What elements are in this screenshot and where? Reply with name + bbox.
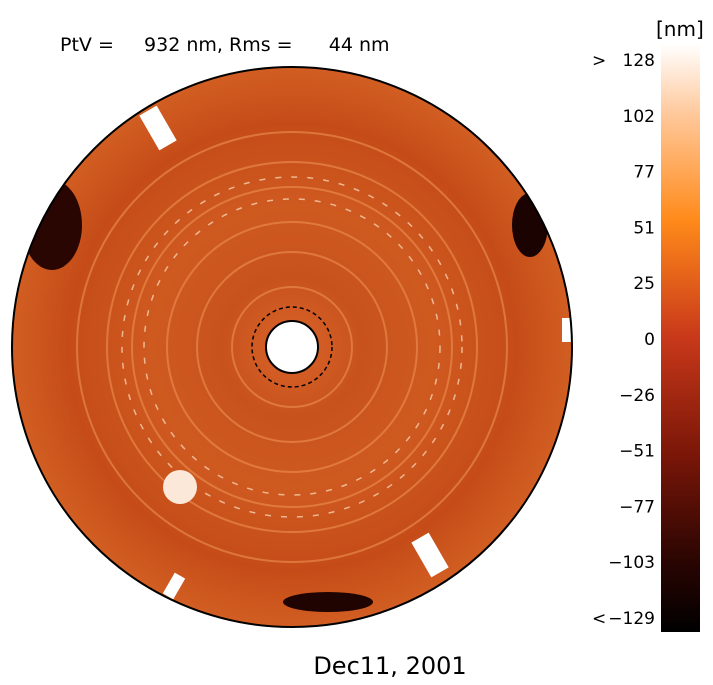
colorbar	[661, 44, 700, 632]
tick-label: −103	[608, 553, 655, 573]
tick-label: −51	[619, 442, 655, 462]
disk-outline	[11, 66, 573, 628]
tick-label: 0	[644, 330, 655, 350]
upper-marker: >	[592, 51, 606, 71]
tick-label: −77	[619, 497, 655, 517]
tick-label: 77	[633, 163, 655, 183]
dashed-ring	[251, 306, 333, 388]
tick-label: 25	[633, 274, 655, 294]
date: Dec11, 2001	[313, 652, 466, 680]
center-hole	[265, 320, 319, 374]
colorbar-unit: [nm]	[656, 17, 704, 41]
tick-label: 51	[633, 218, 655, 238]
title: PtV = 932 nm, Rms = 44 nm	[60, 34, 390, 56]
lower-marker: <	[592, 609, 606, 629]
tick-label: 102	[623, 107, 655, 127]
tick-label: −129	[608, 609, 655, 629]
tick-label: −26	[619, 386, 655, 406]
colorbar-ticks: 128 102 77 51 25 0 −26 −51 −77 −103 −129 > <	[592, 51, 655, 629]
tick-label: 128	[623, 51, 655, 71]
